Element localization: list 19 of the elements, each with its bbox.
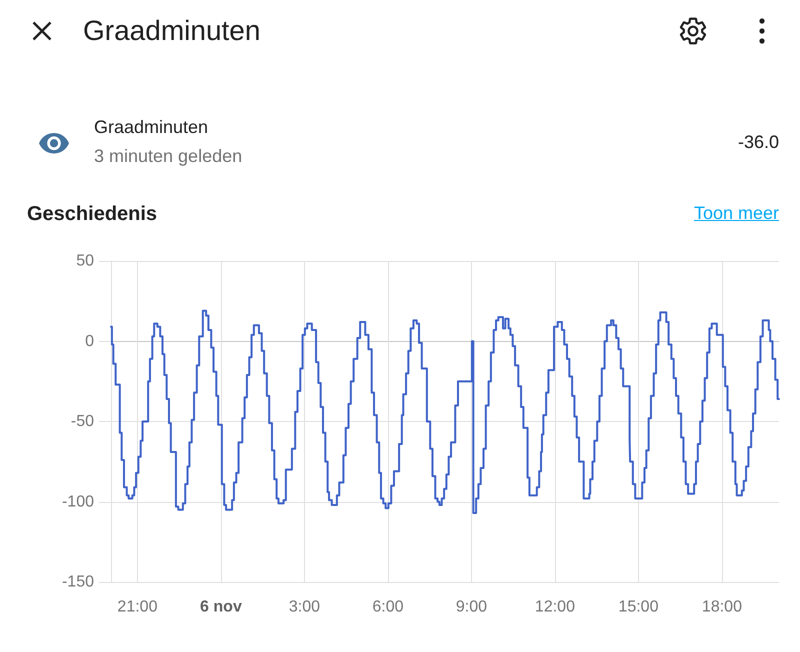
chart-subtitle: Geschiedenis	[27, 202, 158, 227]
x-tick-label: 18:00	[702, 598, 742, 616]
text: -36.0	[738, 131, 779, 153]
y-tick-label: -150	[62, 574, 94, 590]
x-tick-label: 15:00	[618, 598, 659, 616]
x-tick-label: 9:00	[456, 598, 488, 616]
chart-title: Graadminuten	[94, 116, 208, 138]
x-tick-label: 6:00	[372, 598, 404, 616]
text: Toon meer	[694, 202, 779, 224]
x-tick-label: 21:00	[117, 598, 158, 616]
text: 3 minuten geleden	[94, 145, 242, 167]
y-tick-label: -100	[62, 493, 94, 510]
x-tick-label: 3:00	[288, 598, 320, 616]
x-tick-label: 12:00	[534, 598, 576, 616]
y-tick-label: -50	[70, 413, 94, 430]
x-tick-label: 6 nov	[200, 598, 242, 616]
y-tick-label: 50	[76, 252, 94, 270]
text: Graadminuten	[83, 14, 260, 48]
y-tick-label: 0	[85, 332, 94, 350]
